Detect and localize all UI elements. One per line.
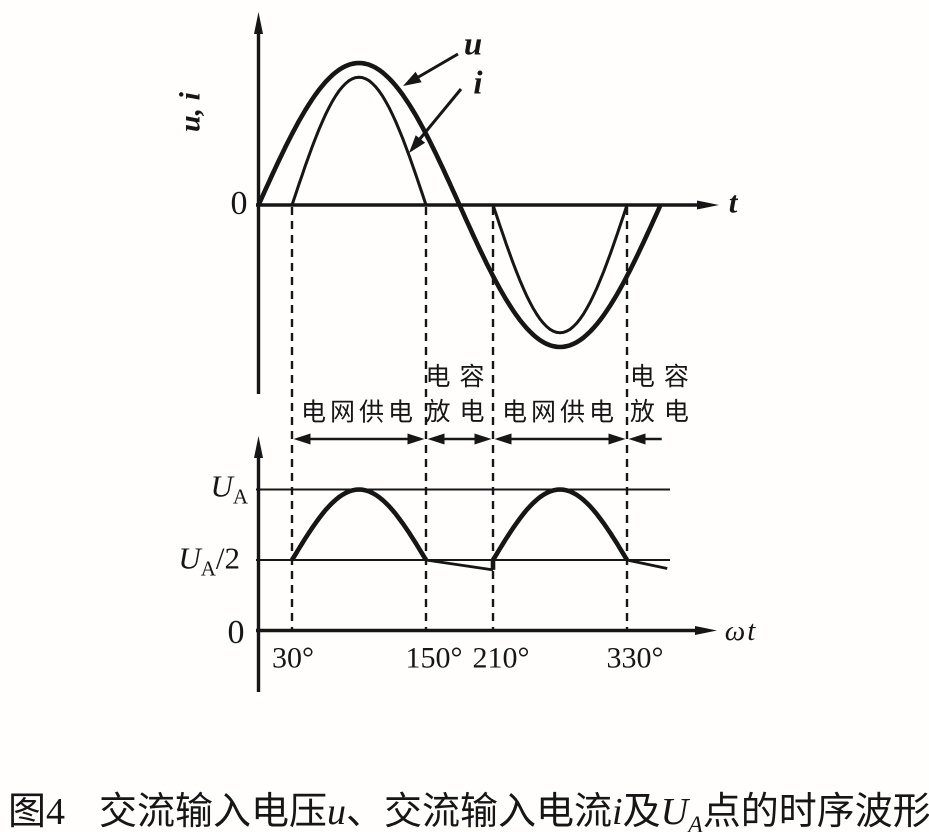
caption-segment-5: U <box>660 791 689 832</box>
top-origin-label: 0 <box>230 185 248 223</box>
arrowhead-left-icon <box>293 433 311 445</box>
top-y-axis-label: u, i <box>173 91 207 133</box>
caption-segment-2: 、交流输入电流 <box>346 791 613 832</box>
interval-label-3: 电容 放电 <box>629 363 698 426</box>
x-tick-label-330°: 330° <box>606 641 664 675</box>
top-x-axis-label: t <box>728 184 738 220</box>
interval-arrow-2 <box>494 433 626 445</box>
ua-half-sub: A <box>200 556 216 581</box>
interval-arrows <box>293 433 662 445</box>
figure-caption: 图4 交流输入电压u、交流输入电流i及UA点的时序波形 <box>8 780 929 832</box>
bottom-y-axis-arrow-icon <box>254 436 263 458</box>
interval-label-2: 电网供电 <box>501 399 619 426</box>
caption-text: 交流输入电压u、交流输入电流i及UA点的时序波形 <box>99 791 929 832</box>
arrowhead-right-icon <box>407 433 425 445</box>
top-y-axis-arrow-icon <box>254 12 263 34</box>
arrowhead-left-icon <box>427 433 445 445</box>
arrowhead-left-icon <box>628 433 646 445</box>
arrowhead-right-icon <box>608 433 626 445</box>
ua-half-base: U <box>178 540 201 576</box>
i-annotation-arrow <box>409 88 463 153</box>
x-tick-label-30°: 30° <box>272 641 314 675</box>
u-annotation-arrow <box>403 52 459 86</box>
ua-discharge-line-1 <box>425 558 494 572</box>
caption-segment-3: i <box>612 791 623 832</box>
interval-label-1: 电容 放电 <box>425 363 494 426</box>
bottom-x-axis-label: ωt <box>724 614 758 647</box>
ua-tick-label: UA <box>150 468 248 509</box>
i-curve-label: i <box>473 65 483 102</box>
interval-arrow-3 <box>628 433 662 445</box>
ua-half-tick-label: UA/2 <box>132 540 240 581</box>
caption-segment-7: 点的时序波形 <box>702 791 929 832</box>
interval-label-0: 电网供电 <box>300 399 418 426</box>
caption-segment-4: 及 <box>622 791 661 832</box>
u-arrowhead-icon <box>403 71 422 86</box>
x-tick-label-150°: 150° <box>405 641 463 675</box>
u-curve-label: u <box>463 26 483 63</box>
u-curve <box>256 60 663 350</box>
ua-sub: A <box>232 484 248 509</box>
interval-arrow-0 <box>293 433 425 445</box>
bottom-x-axis-arrow-icon <box>695 626 717 635</box>
caption-segment-1: u <box>327 791 347 832</box>
ua-charge-curve-0 <box>290 487 428 562</box>
arrowhead-right-icon <box>474 433 492 445</box>
i-curve <box>290 75 629 335</box>
ua-curve <box>290 487 668 572</box>
top-x-axis-arrow-icon <box>697 200 719 210</box>
ua-discharge-line-3 <box>626 558 668 570</box>
interval-arrow-1 <box>427 433 492 445</box>
ua-half-suffix: /2 <box>215 540 240 576</box>
caption-segment-6: A <box>688 812 703 832</box>
bottom-origin-label: 0 <box>227 614 245 652</box>
reference-lines <box>256 488 670 561</box>
arrowhead-left-icon <box>494 433 512 445</box>
ua-charge-curve-2 <box>490 487 629 570</box>
caption-number: 图4 <box>8 791 66 832</box>
i-arrowhead-icon <box>409 135 426 153</box>
ua-base: U <box>210 468 233 504</box>
caption-segment-0: 交流输入电压 <box>99 791 328 832</box>
x-tick-label-210°: 210° <box>472 641 530 675</box>
